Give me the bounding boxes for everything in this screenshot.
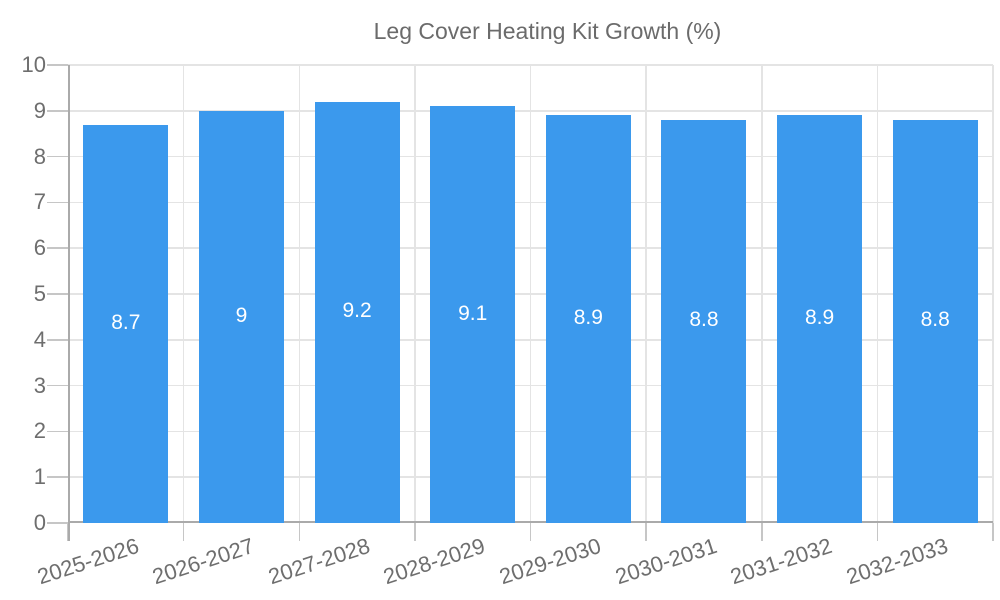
- x-axis-tick: [529, 523, 532, 541]
- bar-value-label: 8.9: [573, 306, 603, 330]
- chart-legend[interactable]: Leg Cover Heating Kit Growth (%): [0, 16, 1000, 46]
- y-axis-label: 2: [33, 418, 46, 444]
- y-axis-label: 10: [21, 52, 46, 77]
- y-axis-tick: [47, 201, 68, 204]
- x-axis-label: 2030-2031: [611, 533, 720, 590]
- x-axis-tick: [645, 523, 647, 541]
- y-axis-tick: [47, 155, 68, 158]
- y-axis-line: [68, 65, 70, 541]
- y-axis-tick: [47, 339, 68, 341]
- y-axis-tick: [47, 64, 68, 66]
- bar[interactable]: [661, 119, 747, 523]
- y-axis-tick: [47, 110, 68, 112]
- x-axis-label: 2032-2033: [843, 533, 951, 590]
- y-axis-label: 6: [33, 235, 46, 261]
- grid-line-vertical: [182, 65, 185, 523]
- x-axis-tick: [298, 523, 300, 541]
- legend-label: Leg Cover Heating Kit Growth (%): [373, 18, 722, 44]
- bar-value-label: 8.8: [689, 308, 719, 332]
- grid-line-vertical: [761, 65, 763, 523]
- bar[interactable]: [314, 101, 400, 523]
- x-axis-tick: [182, 523, 185, 541]
- bar-value-label: 8.7: [111, 310, 141, 334]
- x-axis-tick: [876, 523, 879, 541]
- y-axis-tick: [47, 384, 68, 387]
- bar-value-label: 9: [235, 303, 248, 327]
- bar[interactable]: [83, 124, 169, 523]
- bar[interactable]: [545, 115, 631, 523]
- grid-line-vertical: [298, 65, 300, 523]
- grid-line-vertical: [414, 65, 416, 523]
- x-axis-label: 2027-2028: [264, 533, 373, 590]
- x-axis-label: 2031-2032: [727, 533, 836, 590]
- y-axis-tick: [47, 247, 68, 249]
- bar[interactable]: [430, 106, 516, 523]
- x-axis-tick: [761, 523, 763, 541]
- grid-line-vertical: [876, 65, 879, 523]
- grid-line-vertical: [529, 65, 532, 523]
- bar[interactable]: [198, 110, 284, 523]
- y-axis-label: 7: [33, 189, 46, 215]
- y-axis-tick: [47, 430, 68, 433]
- x-axis-line: [68, 521, 993, 523]
- y-axis-label: 8: [33, 143, 46, 169]
- x-axis-label: 2026-2027: [149, 533, 258, 590]
- bar-value-label: 9.1: [458, 301, 488, 325]
- y-axis-label: 1: [33, 464, 46, 490]
- bar[interactable]: [777, 115, 863, 523]
- x-axis-tick: [414, 523, 416, 541]
- x-axis-label: 2028-2029: [380, 533, 489, 590]
- y-axis-label: 9: [33, 97, 46, 123]
- bar-value-label: 9.2: [342, 299, 372, 323]
- y-axis-tick: [47, 522, 68, 524]
- y-axis-label: 4: [33, 326, 46, 352]
- x-axis-label: 2025-2026: [33, 533, 142, 590]
- y-axis-label: 0: [33, 510, 46, 535]
- y-axis-label: 5: [33, 281, 46, 306]
- bar-value-label: 8.9: [804, 306, 835, 330]
- grid-line-vertical: [992, 65, 994, 523]
- x-axis-label: 2029-2030: [496, 533, 605, 590]
- y-axis-label: 3: [33, 372, 46, 398]
- grid-line-vertical: [645, 65, 647, 523]
- bar-value-label: 8.8: [920, 308, 950, 332]
- y-axis-tick: [47, 293, 68, 295]
- y-axis-tick: [47, 476, 68, 478]
- bar[interactable]: [892, 119, 978, 523]
- x-axis-tick: [992, 523, 994, 541]
